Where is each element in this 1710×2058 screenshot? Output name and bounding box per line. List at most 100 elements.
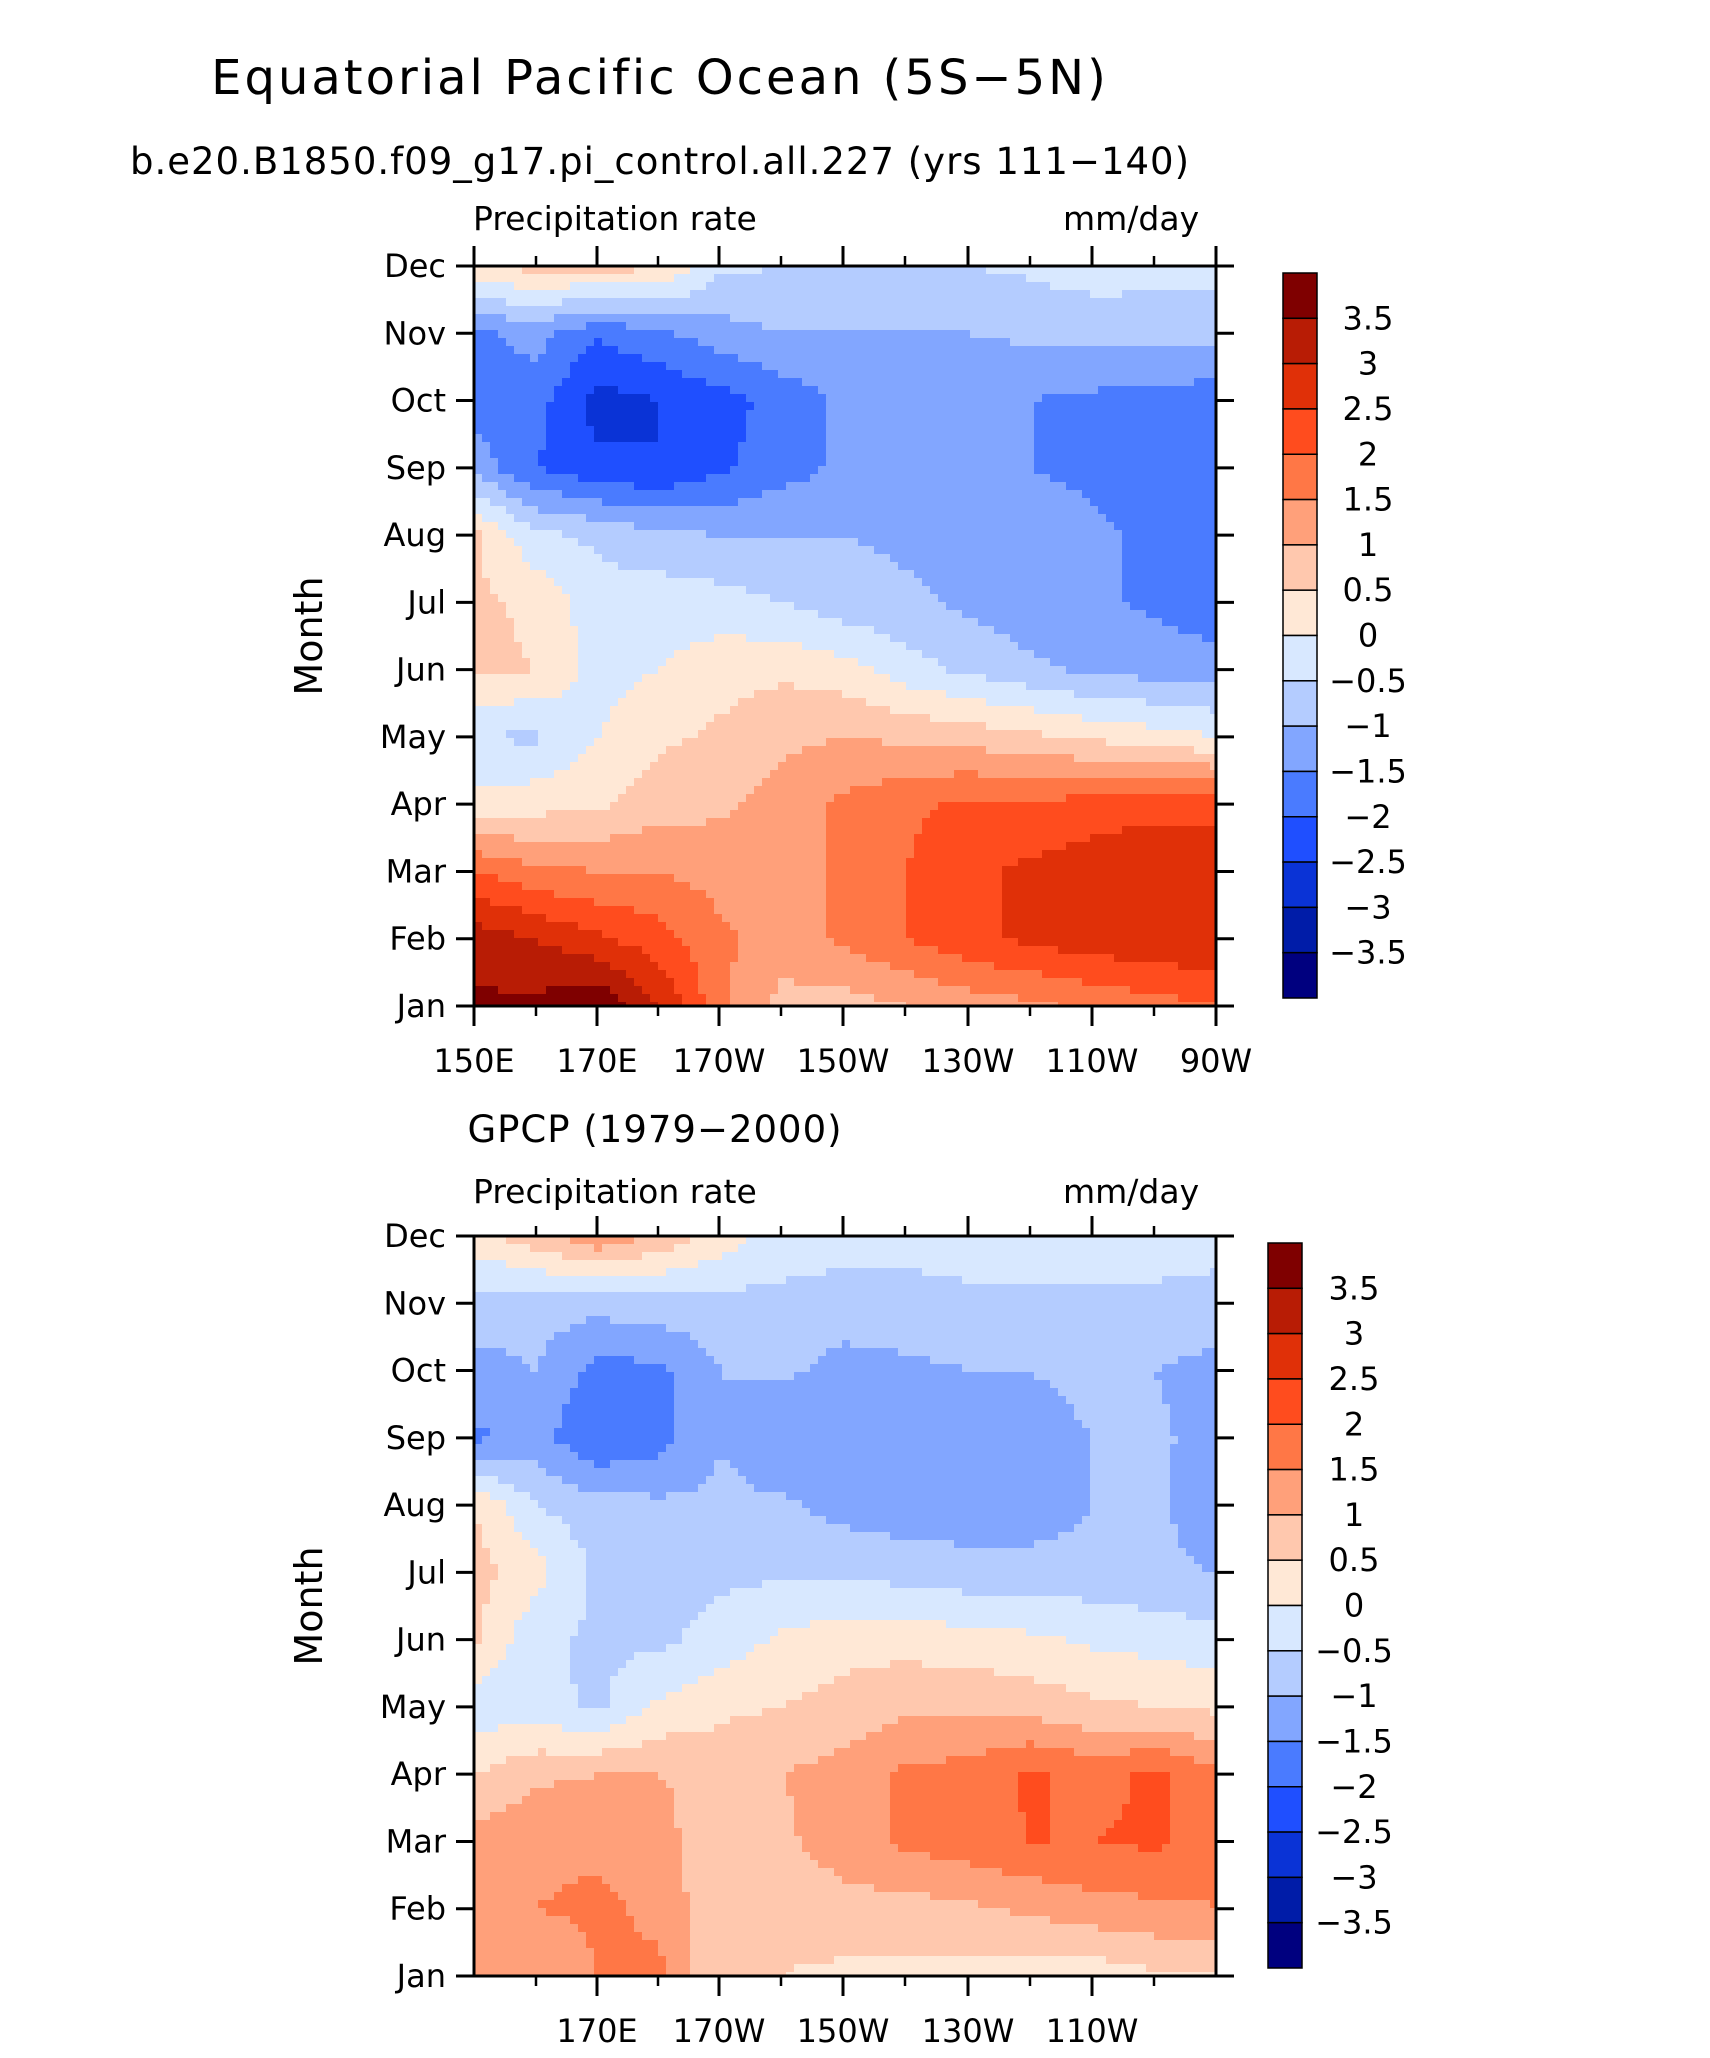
contour-cell — [842, 466, 851, 475]
contour-cell — [610, 330, 619, 339]
contour-cell — [826, 674, 835, 683]
contour-cell — [898, 506, 907, 515]
contour-cell — [738, 490, 747, 499]
contour-cell — [986, 658, 995, 667]
contour-cell — [1130, 402, 1139, 411]
contour-cell — [1010, 546, 1019, 555]
contour-cell — [1138, 578, 1147, 587]
contour-cell — [802, 538, 811, 547]
contour-cell — [642, 570, 651, 579]
contour-cell — [946, 266, 955, 275]
contour-cell — [562, 522, 571, 531]
contour-cell — [818, 386, 827, 395]
contour-cell — [506, 322, 515, 331]
contour-cell — [658, 466, 667, 475]
contour-cell — [546, 354, 555, 363]
contour-cell — [1074, 634, 1083, 643]
contour-cell — [1098, 498, 1107, 507]
contour-cell — [506, 578, 515, 587]
contour-cell — [786, 346, 795, 355]
contour-cell — [690, 266, 699, 275]
contour-cell — [994, 466, 1003, 475]
contour-cell — [578, 450, 587, 459]
contour-cell — [1082, 658, 1091, 667]
contour-cell — [722, 482, 731, 491]
contour-cell — [858, 330, 867, 339]
contour-cell — [1082, 634, 1091, 643]
contour-cell — [866, 266, 875, 275]
contour-cell — [994, 514, 1003, 523]
contour-cell — [538, 370, 547, 379]
contour-cell — [906, 314, 915, 323]
contour-cell — [994, 266, 1003, 275]
contour-cell — [802, 562, 811, 571]
contour-cell — [610, 338, 619, 347]
contour-cell — [826, 538, 835, 547]
contour-cell — [706, 378, 715, 387]
contour-cell — [586, 554, 595, 563]
contour-cell — [1122, 394, 1131, 403]
contour-cell — [634, 410, 643, 419]
contour-cell — [1146, 450, 1155, 459]
contour-cell — [1178, 370, 1187, 379]
contour-cell — [842, 434, 851, 443]
contour-cell — [522, 498, 531, 507]
contour-cell — [954, 418, 963, 427]
contour-cell — [794, 450, 803, 459]
contour-cell — [1138, 618, 1147, 627]
contour-cell — [698, 546, 707, 555]
contour-cell — [554, 394, 563, 403]
contour-cell — [770, 538, 779, 547]
contour-cell — [1074, 586, 1083, 595]
contour-cell — [930, 370, 939, 379]
contour-cell — [562, 314, 571, 323]
contour-cell — [570, 322, 579, 331]
contour-cell — [538, 282, 547, 291]
contour-cell — [778, 506, 787, 515]
contour-cell — [586, 466, 595, 475]
contour-cell — [1202, 362, 1211, 371]
contour-cell — [802, 426, 811, 435]
contour-cell — [794, 634, 803, 643]
contour-cell — [1010, 474, 1019, 483]
contour-cell — [810, 666, 819, 675]
contour-cell — [618, 322, 627, 331]
contour-cell — [706, 442, 715, 451]
contour-cell — [1170, 378, 1179, 387]
contour-cell — [1202, 650, 1211, 659]
contour-cell — [938, 354, 947, 363]
contour-cell — [794, 570, 803, 579]
contour-cell — [642, 458, 651, 467]
contour-cell — [674, 450, 683, 459]
contour-cell — [506, 474, 515, 483]
contour-cell — [1114, 634, 1123, 643]
contour-cell — [506, 666, 515, 675]
contour-cell — [698, 674, 707, 683]
contour-cell — [546, 450, 555, 459]
contour-cell — [690, 402, 699, 411]
contour-cell — [650, 386, 659, 395]
contour-cell — [866, 418, 875, 427]
contour-cell — [1162, 386, 1171, 395]
contour-cell — [1026, 490, 1035, 499]
contour-cell — [498, 298, 507, 307]
contour-cell — [658, 362, 667, 371]
contour-cell — [778, 530, 787, 539]
contour-cell — [1074, 482, 1083, 491]
contour-cell — [690, 610, 699, 619]
contour-cell — [818, 354, 827, 363]
contour-cell — [1082, 674, 1091, 683]
contour-cell — [698, 402, 707, 411]
contour-cell — [1082, 402, 1091, 411]
contour-cell — [962, 594, 971, 603]
contour-cell — [1186, 402, 1195, 411]
contour-cell — [882, 682, 891, 691]
contour-cell — [506, 386, 515, 395]
contour-cell — [866, 386, 875, 395]
contour-cell — [554, 426, 563, 435]
contour-cell — [1106, 426, 1115, 435]
contour-cell — [1194, 482, 1203, 491]
contour-cell — [754, 682, 763, 691]
contour-cell — [706, 610, 715, 619]
contour-cell — [522, 458, 531, 467]
